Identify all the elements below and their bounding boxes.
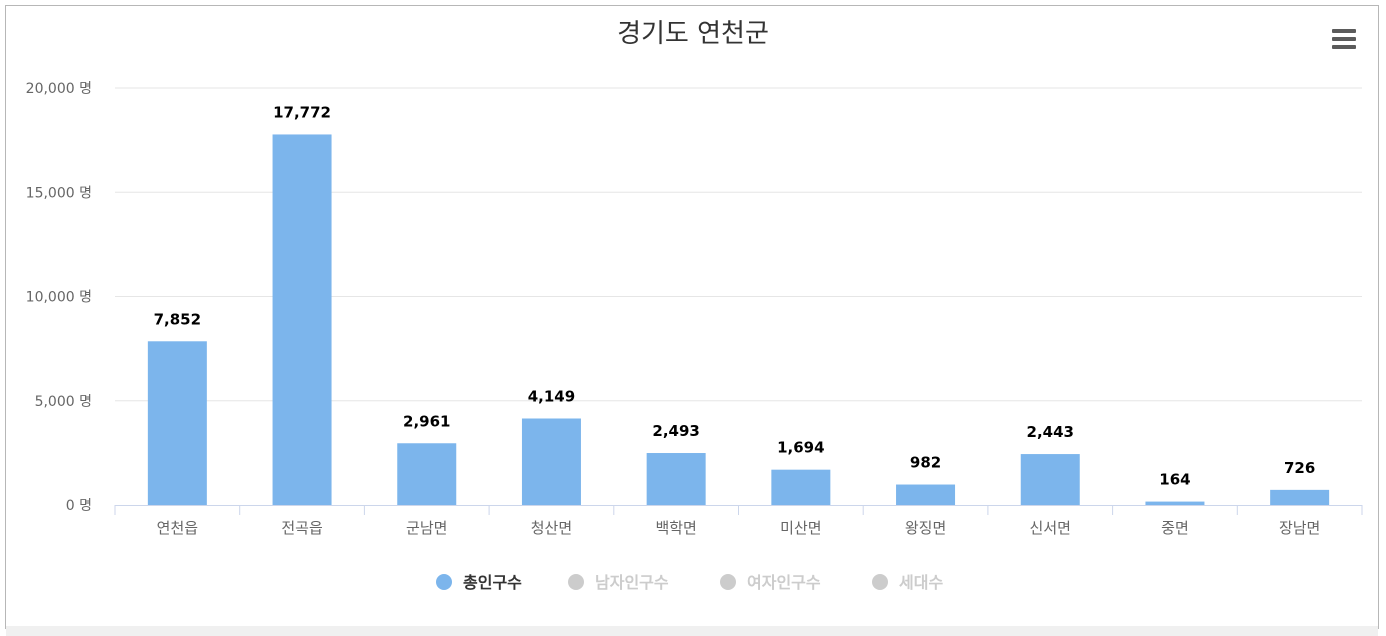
hamburger-menu-icon[interactable]: [1328, 26, 1360, 52]
menu-line: [1332, 29, 1356, 33]
y-tick-label: 20,000 명: [26, 81, 92, 97]
x-tick-label: 군남면: [406, 519, 447, 537]
y-tick-label: 0 명: [66, 498, 92, 514]
bars: [147, 134, 1330, 505]
bar[interactable]: [147, 341, 207, 505]
x-tick-label: 장남면: [1279, 519, 1320, 537]
chart-title: 경기도 연천군: [617, 19, 769, 49]
bar[interactable]: [771, 469, 831, 505]
y-tick-label: 5,000 명: [35, 394, 92, 410]
data-label: 164: [1159, 471, 1190, 489]
x-tick-label: 청산면: [531, 519, 572, 537]
bar[interactable]: [521, 418, 581, 505]
legend-marker: [720, 574, 736, 590]
legend-item[interactable]: 여자인구수: [720, 573, 821, 592]
bar[interactable]: [397, 443, 457, 505]
bar[interactable]: [1020, 454, 1080, 505]
y-tick-label: 15,000 명: [26, 185, 92, 201]
x-tick-label: 연천읍: [157, 519, 198, 537]
y-axis-labels: 0 명 5,000 명 10,000 명 15,000 명 20,000 명: [26, 81, 92, 514]
data-label: 7,852: [154, 310, 201, 328]
data-label: 982: [910, 454, 941, 472]
x-tick-label: 백학면: [655, 519, 696, 537]
x-tick-label: 전곡읍: [281, 519, 322, 537]
legend-label: 총인구수: [463, 573, 522, 592]
x-axis: 연천읍 전곡읍 군남면 청산면 백학면 미산면 왕징면 신서면 중면 장남면: [114, 505, 1363, 537]
y-tick-label: 10,000 명: [26, 290, 92, 306]
legend: 총인구수 남자인구수 여자인구수 세대수: [436, 573, 943, 592]
data-label: 2,443: [1027, 423, 1074, 441]
legend-item[interactable]: 세대수: [872, 573, 943, 592]
bar[interactable]: [896, 484, 956, 505]
data-label: 726: [1284, 459, 1315, 477]
legend-item[interactable]: 총인구수: [436, 573, 522, 592]
menu-line: [1332, 37, 1356, 41]
bar[interactable]: [272, 134, 332, 505]
data-label: 2,961: [403, 412, 450, 430]
bar[interactable]: [646, 453, 706, 505]
bar[interactable]: [1270, 489, 1330, 505]
legend-label: 세대수: [899, 573, 943, 592]
x-tick-label: 미산면: [780, 519, 821, 537]
data-label: 2,493: [652, 422, 699, 440]
legend-marker: [568, 574, 584, 590]
bottom-strip: [6, 626, 1378, 636]
bar[interactable]: [1145, 501, 1205, 505]
x-tick-label: 왕징면: [905, 519, 946, 537]
data-label: 17,772: [273, 103, 331, 121]
x-tick-label: 신서면: [1030, 519, 1071, 537]
chart-container: [5, 5, 1379, 629]
legend-item[interactable]: 남자인구수: [568, 573, 669, 592]
data-label: 1,694: [777, 439, 824, 457]
menu-line: [1332, 45, 1356, 49]
legend-marker: [436, 574, 452, 590]
legend-marker: [872, 574, 888, 590]
data-label: 4,149: [528, 387, 575, 405]
legend-label: 여자인구수: [747, 573, 821, 592]
x-tick-label: 중면: [1161, 519, 1189, 537]
legend-label: 남자인구수: [595, 573, 669, 592]
data-labels: 7,852 17,772 2,961 4,149 2,493 1,694 982 2,443 1…: [154, 103, 1316, 488]
